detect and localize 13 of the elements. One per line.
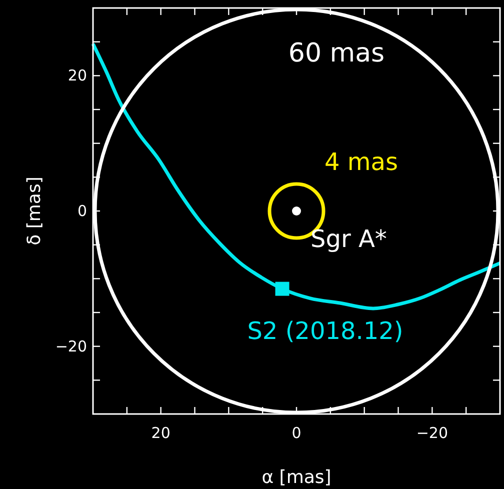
annotation: 60 mas [288,38,385,68]
y-tick-label: 0 [77,202,87,220]
annotation: 4 mas [324,148,398,176]
series-label: S2 (2018.12) [247,316,404,345]
y-tick-label: −20 [55,337,87,356]
y-axis-title: δ [mas] [24,176,45,246]
x-axis-title: α [mas] [262,467,332,488]
x-tick-label: 20 [151,424,170,442]
series-label: Sgr A* [310,225,387,253]
x-tick-label: 0 [292,424,302,442]
y-tick-label: 20 [68,66,87,85]
line-series [91,42,502,310]
x-tick-label: −20 [416,424,448,442]
